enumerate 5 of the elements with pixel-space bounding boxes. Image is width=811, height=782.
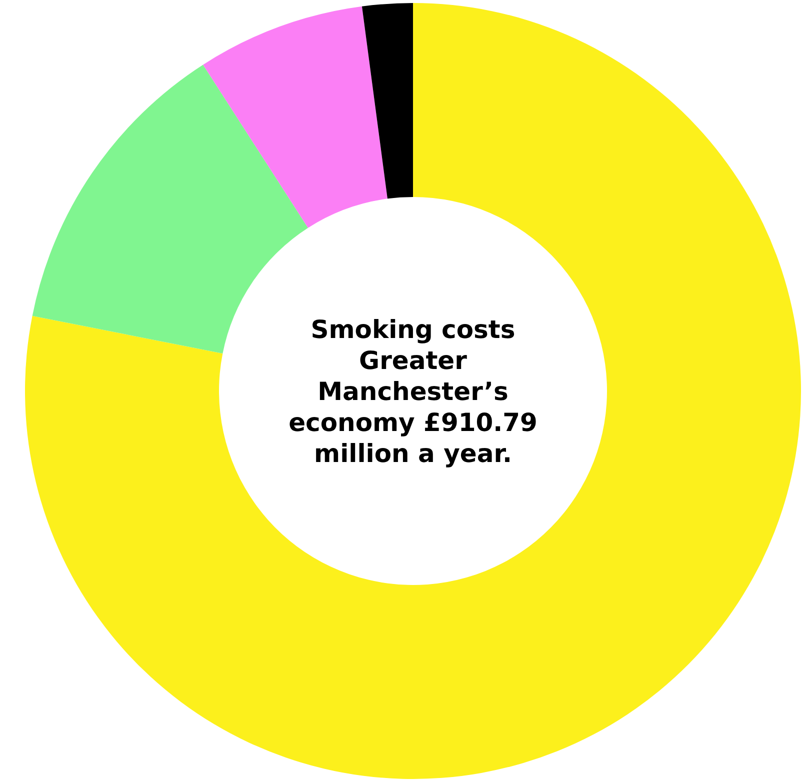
text: Smoking costs Greater Manchester’s economy £910.79 million a year.: [288, 315, 538, 468]
donut-slice: [362, 3, 413, 199]
donut-slice: [26, 3, 801, 779]
donut-slice: [203, 6, 388, 228]
donut-slice: [32, 64, 308, 354]
